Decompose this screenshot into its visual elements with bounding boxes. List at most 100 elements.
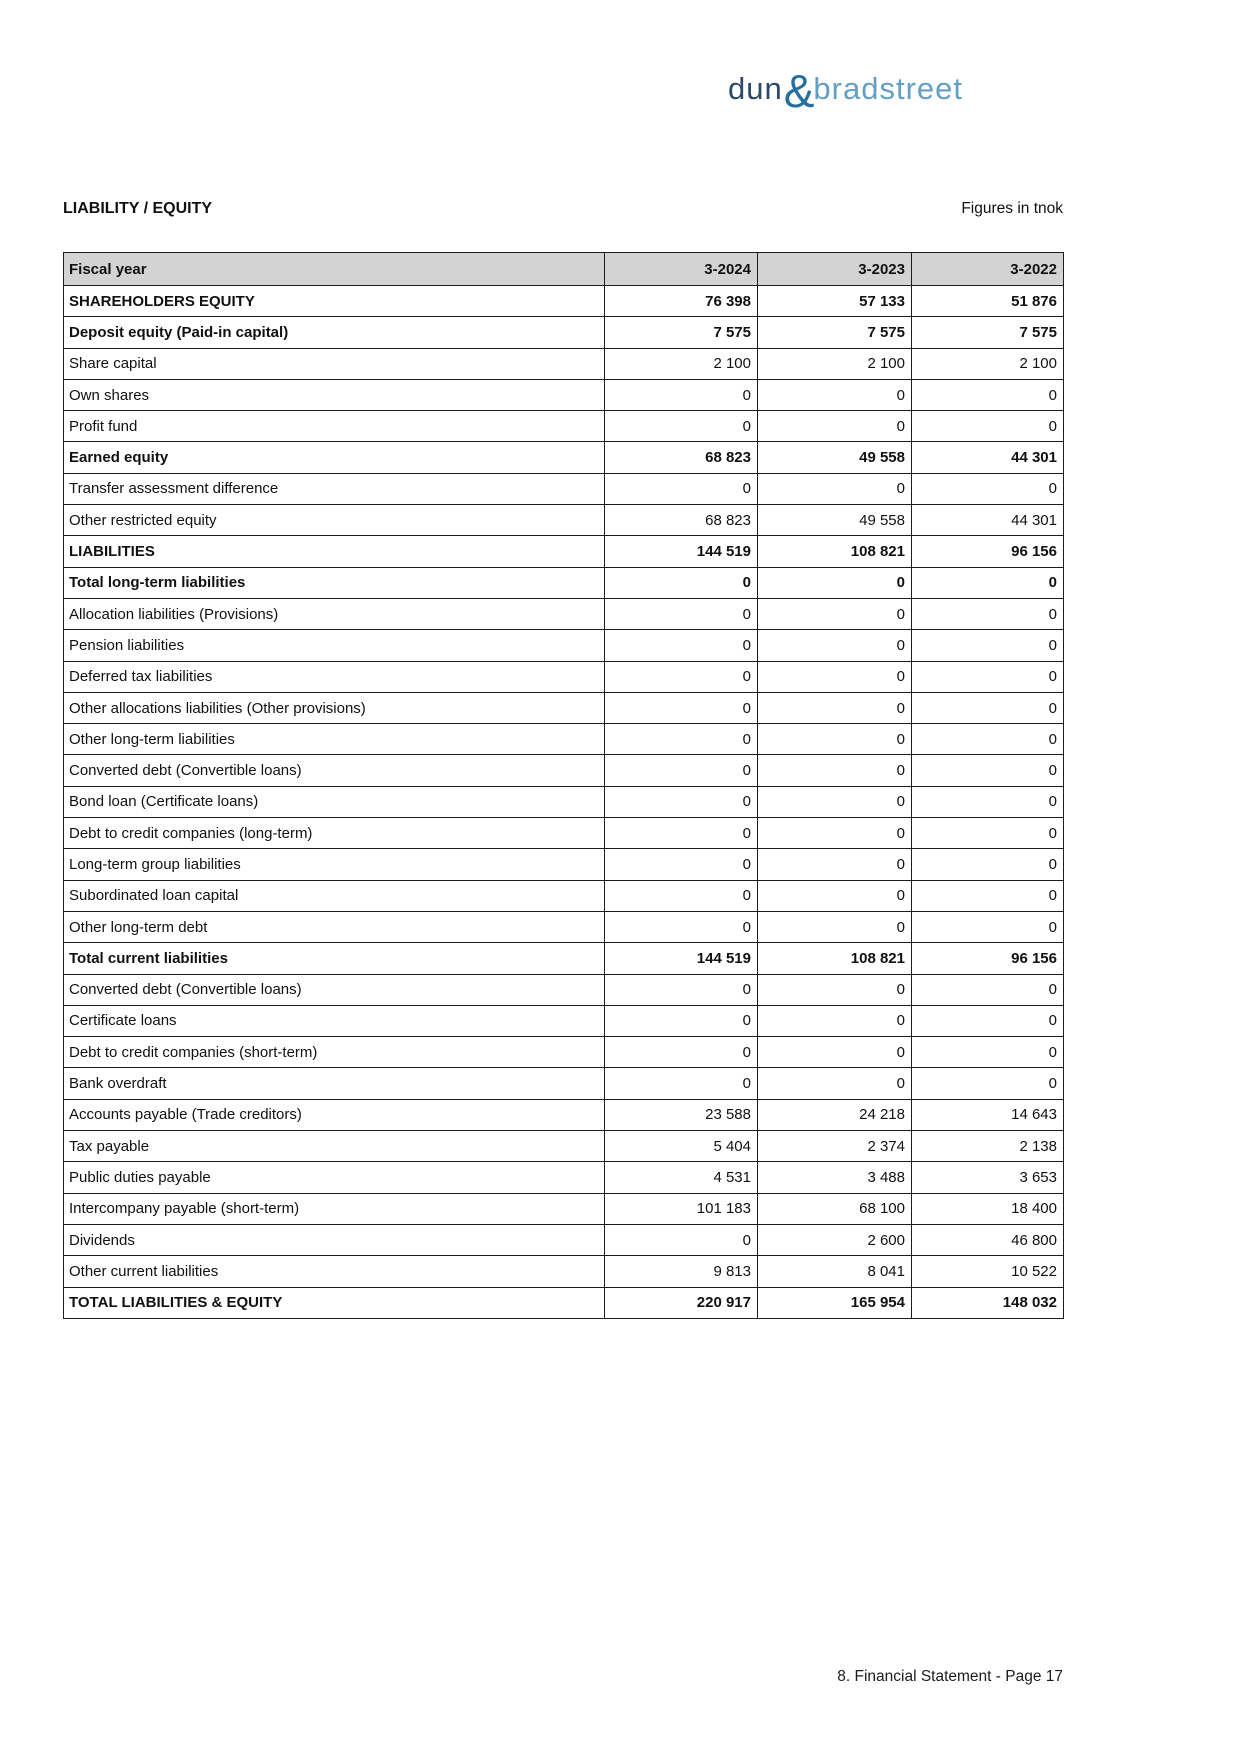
- table-row: Other restricted equity 68 823 49 558 44 30…: [63, 504, 1064, 537]
- row-label: Bond loan (Certificate loans): [63, 785, 605, 819]
- row-label: Pension liabilities: [63, 629, 605, 662]
- row-value: 0: [604, 785, 758, 819]
- row-value: 2 100: [604, 347, 758, 380]
- table-row: Earned equity 68 823 49 558 44 301: [63, 441, 1064, 474]
- row-value: 0: [757, 472, 912, 506]
- row-value: 0: [911, 410, 1064, 443]
- table-row: Intercompany payable (short-term) 101 183…: [63, 1192, 1064, 1225]
- row-value: 23 588: [604, 1098, 758, 1132]
- row-label: Bank overdraft: [63, 1067, 605, 1100]
- row-value: 76 398: [604, 284, 758, 318]
- table-row: Transfer assessment difference 0 0 0: [63, 472, 1064, 506]
- row-label: Converted debt (Convertible loans): [63, 973, 605, 1006]
- row-value: 0: [911, 973, 1064, 1006]
- logo-text-bradstreet: bradstreet: [813, 71, 963, 106]
- row-label: Accounts payable (Trade creditors): [63, 1098, 605, 1132]
- row-value: 0: [757, 1067, 912, 1100]
- table-row: Total current liabilities 144 519 108 821 9…: [63, 942, 1064, 975]
- row-value: 0: [757, 410, 912, 443]
- row-value: 46 800: [911, 1223, 1064, 1257]
- table-row: Dividends 0 2 600 46 800: [63, 1223, 1064, 1257]
- row-value: 14 643: [911, 1098, 1064, 1132]
- row-value: 7 575: [604, 316, 758, 349]
- row-value: 0: [604, 1067, 758, 1100]
- row-value: 68 823: [604, 441, 758, 474]
- liability-equity-table: Fiscal year 3-2024 3-2023 3-2022 SHAREHO…: [63, 252, 1064, 1319]
- row-value: 108 821: [757, 942, 912, 975]
- table-row: Other allocations liabilities (Other pro…: [63, 691, 1064, 725]
- row-value: 68 100: [757, 1192, 912, 1225]
- row-value: 51 876: [911, 284, 1064, 318]
- row-value: 2 600: [757, 1223, 912, 1257]
- row-value: 0: [604, 566, 758, 599]
- row-value: 0: [911, 1036, 1064, 1069]
- table-header: Fiscal year 3-2024 3-2023 3-2022: [63, 252, 1064, 286]
- row-value: 7 575: [911, 316, 1064, 349]
- table-row: Own shares 0 0 0: [63, 378, 1064, 412]
- row-label: Dividends: [63, 1223, 605, 1257]
- row-value: 0: [604, 973, 758, 1006]
- row-value: 220 917: [604, 1286, 758, 1319]
- row-value: 0: [757, 848, 912, 881]
- row-value: 0: [911, 566, 1064, 599]
- row-value: 0: [757, 566, 912, 599]
- table-row: Pension liabilities 0 0 0: [63, 629, 1064, 662]
- row-value: 2 374: [757, 1130, 912, 1163]
- table-row: Accounts payable (Trade creditors) 23 588…: [63, 1098, 1064, 1132]
- row-value: 18 400: [911, 1192, 1064, 1225]
- row-value: 101 183: [604, 1192, 758, 1225]
- table-row: Debt to credit companies (long-term) 0 0 0: [63, 817, 1064, 850]
- table-row: Converted debt (Convertible loans) 0 0 0: [63, 754, 1064, 787]
- row-value: 0: [757, 1036, 912, 1069]
- table-row: Profit fund 0 0 0: [63, 410, 1064, 443]
- row-value: 5 404: [604, 1130, 758, 1163]
- row-label: Allocation liabilities (Provisions): [63, 597, 605, 631]
- row-value: 0: [757, 879, 912, 912]
- row-label: Intercompany payable (short-term): [63, 1192, 605, 1225]
- row-value: 0: [911, 879, 1064, 912]
- table-row: Bank overdraft 0 0 0: [63, 1067, 1064, 1100]
- row-value: 49 558: [757, 441, 912, 474]
- row-value: 0: [911, 754, 1064, 787]
- page-footer: 8. Financial Statement - Page 17: [837, 1668, 1063, 1685]
- row-value: 0: [757, 691, 912, 725]
- row-label: Profit fund: [63, 410, 605, 443]
- table-row: Subordinated loan capital 0 0 0: [63, 879, 1064, 912]
- row-label: Other long-term liabilities: [63, 723, 605, 756]
- row-value: 144 519: [604, 535, 758, 568]
- row-value: 0: [604, 629, 758, 662]
- row-value: 96 156: [911, 535, 1064, 568]
- table-row: Deposit equity (Paid-in capital) 7 575 7 5…: [63, 316, 1064, 349]
- table-row: Other long-term liabilities 0 0 0: [63, 723, 1064, 756]
- row-value: 57 133: [757, 284, 912, 318]
- row-value: 0: [757, 723, 912, 756]
- row-value: 0: [757, 660, 912, 693]
- table-row: Total long-term liabilities 0 0 0: [63, 566, 1064, 599]
- table-row: Other long-term debt 0 0 0: [63, 910, 1064, 944]
- table-row: Converted debt (Convertible loans) 0 0 0: [63, 973, 1064, 1006]
- row-label: Total long-term liabilities: [63, 566, 605, 599]
- row-value: 0: [757, 785, 912, 819]
- row-label: Debt to credit companies (short-term): [63, 1036, 605, 1069]
- row-value: 0: [757, 1004, 912, 1038]
- row-value: 0: [604, 691, 758, 725]
- row-label: Tax payable: [63, 1130, 605, 1163]
- table-row: Tax payable 5 404 2 374 2 138: [63, 1130, 1064, 1163]
- row-label: Other long-term debt: [63, 910, 605, 944]
- row-label: Certificate loans: [63, 1004, 605, 1038]
- row-label: Total current liabilities: [63, 942, 605, 975]
- row-value: 2 100: [757, 347, 912, 380]
- row-value: 0: [604, 410, 758, 443]
- table-row: Debt to credit companies (short-term) 0 0 0: [63, 1036, 1064, 1069]
- row-label: Public duties payable: [63, 1161, 605, 1194]
- row-value: 0: [604, 472, 758, 506]
- row-value: 0: [604, 848, 758, 881]
- row-value: 24 218: [757, 1098, 912, 1132]
- logo-ampersand-icon: &: [783, 65, 815, 117]
- dun-and-bradstreet-logo: dun & bradstreet: [728, 65, 963, 117]
- row-value: 0: [911, 378, 1064, 412]
- table-row: LIABILITIES 144 519 108 821 96 156: [63, 535, 1064, 568]
- column-header-3-2024: 3-2024: [604, 252, 758, 286]
- row-value: 0: [911, 785, 1064, 819]
